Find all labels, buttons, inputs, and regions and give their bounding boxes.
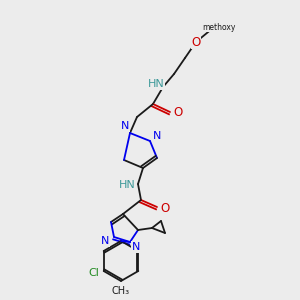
Text: N: N	[132, 242, 140, 252]
Text: O: O	[191, 35, 201, 49]
Text: N: N	[153, 131, 161, 141]
Text: methoxy: methoxy	[202, 22, 236, 32]
Text: HN: HN	[148, 79, 164, 89]
Text: O: O	[160, 202, 169, 214]
Text: HN: HN	[118, 180, 135, 190]
Text: N: N	[121, 121, 129, 131]
Text: CH₃: CH₃	[112, 286, 130, 296]
Text: N: N	[101, 236, 109, 246]
Text: O: O	[173, 106, 183, 119]
Text: Cl: Cl	[88, 268, 99, 278]
